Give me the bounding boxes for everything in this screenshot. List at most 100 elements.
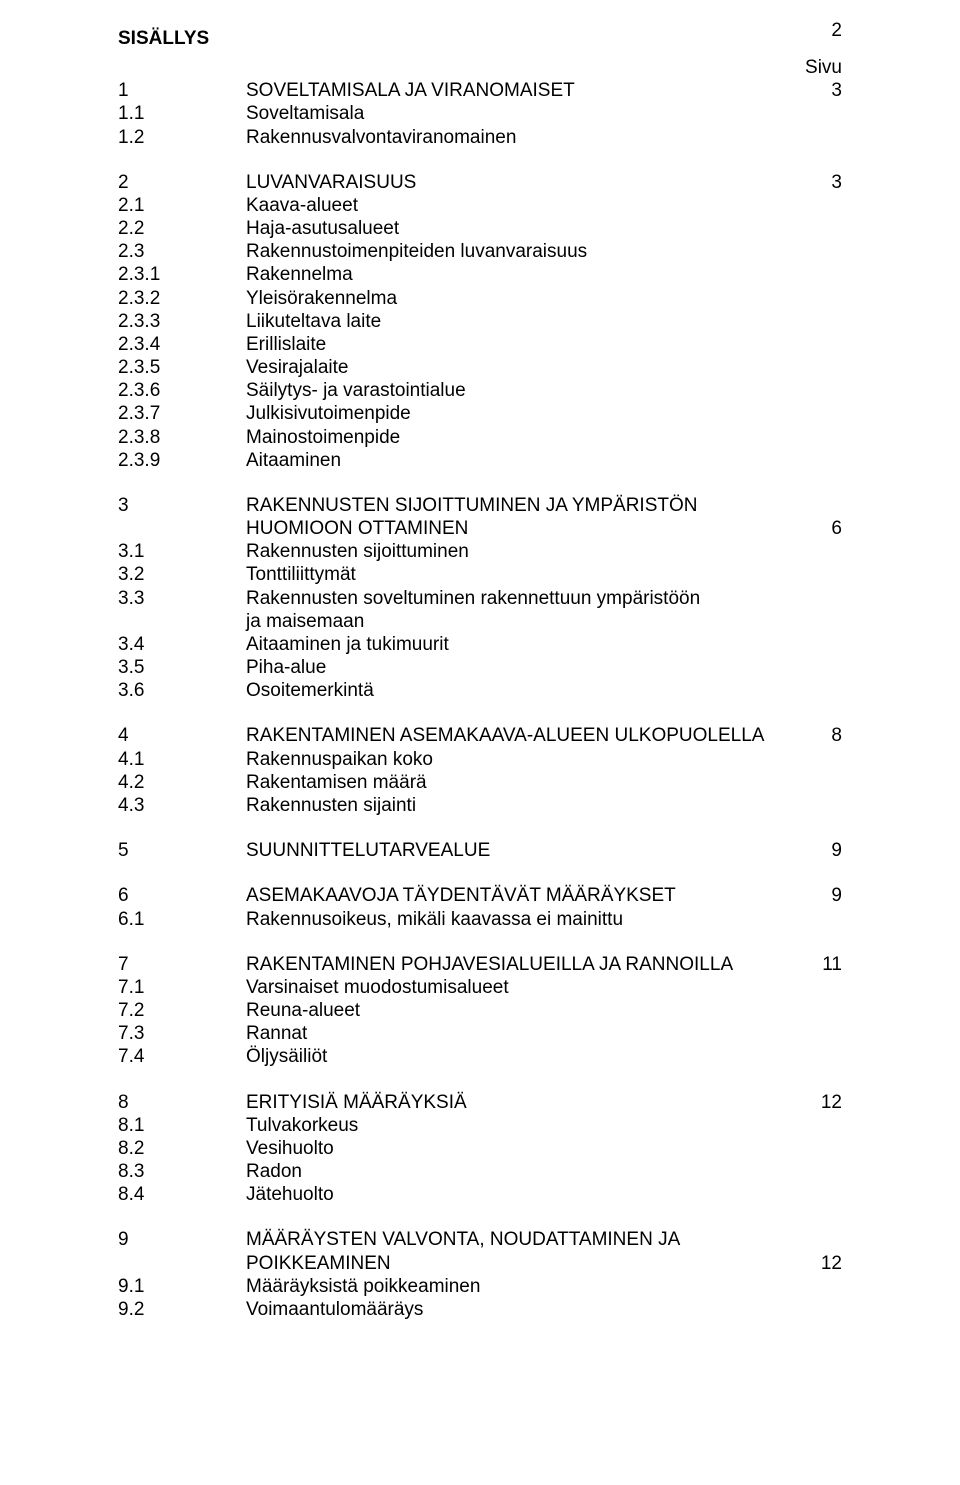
- toc-title: Rakennusten sijainti: [246, 794, 802, 817]
- toc-number: [118, 1252, 246, 1275]
- toc-title: Rakennustoimenpiteiden luvanvaraisuus: [246, 240, 802, 263]
- toc-page: [802, 263, 842, 286]
- toc-page: [802, 1022, 842, 1045]
- toc-title: Rakennusoikeus, mikäli kaavassa ei maini…: [246, 908, 802, 931]
- toc-number: 2.2: [118, 217, 246, 240]
- toc-section: 2LUVANVARAISUUS32.1Kaava-alueet2.2Haja-a…: [118, 171, 842, 472]
- toc-title: Erillislaite: [246, 333, 802, 356]
- toc-row: 2.1Kaava-alueet: [118, 194, 842, 217]
- toc-page: [802, 610, 842, 633]
- toc-number: 2.3.8: [118, 426, 246, 449]
- toc-title: SUUNNITTELUTARVEALUE: [246, 839, 802, 862]
- toc-number: 3.2: [118, 563, 246, 586]
- toc-title: Reuna-alueet: [246, 999, 802, 1022]
- toc-row: 1SOVELTAMISALA JA VIRANOMAISET3: [118, 79, 842, 102]
- toc-title: Jätehuolto: [246, 1183, 802, 1206]
- toc-row: 4RAKENTAMINEN ASEMAKAAVA-ALUEEN ULKOPUOL…: [118, 724, 842, 747]
- toc-title: Rakennusten sijoittuminen: [246, 540, 802, 563]
- toc-title: Rakentamisen määrä: [246, 771, 802, 794]
- toc-row: 3.3Rakennusten soveltuminen rakennettuun…: [118, 587, 842, 610]
- toc-row: 2.3.9Aitaaminen: [118, 449, 842, 472]
- toc-row: 6.1Rakennusoikeus, mikäli kaavassa ei ma…: [118, 908, 842, 931]
- toc-title: Radon: [246, 1160, 802, 1183]
- toc-section: 7RAKENTAMINEN POHJAVESIALUEILLA JA RANNO…: [118, 953, 842, 1069]
- toc-page: [802, 1160, 842, 1183]
- toc-number: 1: [118, 79, 246, 102]
- toc-number: 7.4: [118, 1045, 246, 1068]
- toc-page: [802, 908, 842, 931]
- toc-number: 8.4: [118, 1183, 246, 1206]
- toc-number: 2.3.2: [118, 287, 246, 310]
- toc-page: [802, 102, 842, 125]
- toc-section: 6ASEMAKAAVOJA TÄYDENTÄVÄT MÄÄRÄYKSET96.1…: [118, 884, 842, 930]
- toc-title: RAKENTAMINEN POHJAVESIALUEILLA JA RANNOI…: [246, 953, 802, 976]
- toc-page: 6: [802, 517, 842, 540]
- toc-row: 2.3.4Erillislaite: [118, 333, 842, 356]
- toc-title: RAKENNUSTEN SIJOITTUMINEN JA YMPÄRISTÖN: [246, 494, 802, 517]
- toc-section: 3RAKENNUSTEN SIJOITTUMINEN JA YMPÄRISTÖN…: [118, 494, 842, 703]
- toc-title: Kaava-alueet: [246, 194, 802, 217]
- toc-section: 8ERITYISIÄ MÄÄRÄYKSIÄ128.1Tulvakorkeus8.…: [118, 1091, 842, 1207]
- toc-title: Haja-asutusalueet: [246, 217, 802, 240]
- toc-section: 9MÄÄRÄYSTEN VALVONTA, NOUDATTAMINEN JAPO…: [118, 1228, 842, 1321]
- toc-row: 3.2Tonttiliittymät: [118, 563, 842, 586]
- toc-number: 5: [118, 839, 246, 862]
- toc-row: 7.4Öljysäiliöt: [118, 1045, 842, 1068]
- toc-page: 9: [802, 839, 842, 862]
- toc-number: 1.1: [118, 102, 246, 125]
- toc-page: [802, 999, 842, 1022]
- toc-row: 1.2Rakennusvalvontaviranomainen: [118, 126, 842, 149]
- toc-page: [802, 379, 842, 402]
- toc-title: Aitaaminen ja tukimuurit: [246, 633, 802, 656]
- toc-number: 6: [118, 884, 246, 907]
- toc-title: ERITYISIÄ MÄÄRÄYKSIÄ: [246, 1091, 802, 1114]
- toc-number: 7: [118, 953, 246, 976]
- toc-number: 9: [118, 1228, 246, 1251]
- toc-page: [802, 1275, 842, 1298]
- page: 2 SISÄLLYS Sivu 1SOVELTAMISALA JA VIRANO…: [0, 0, 960, 1485]
- toc-number: 2.3.1: [118, 263, 246, 286]
- toc-page: [802, 540, 842, 563]
- page-number: 2: [831, 20, 842, 42]
- toc-page: 3: [802, 79, 842, 102]
- toc-number: [118, 610, 246, 633]
- toc-page: [802, 333, 842, 356]
- toc-page: [802, 310, 842, 333]
- toc-row: 2LUVANVARAISUUS3: [118, 171, 842, 194]
- toc-row: 1.1Soveltamisala: [118, 102, 842, 125]
- toc-number: 3.4: [118, 633, 246, 656]
- toc-number: 7.3: [118, 1022, 246, 1045]
- toc-row: 2.3.3Liikuteltava laite: [118, 310, 842, 333]
- toc-number: 2.3.5: [118, 356, 246, 379]
- toc-title: POIKKEAMINEN: [246, 1252, 802, 1275]
- toc-page: [802, 126, 842, 149]
- toc-page: [802, 287, 842, 310]
- toc-row: 2.2Haja-asutusalueet: [118, 217, 842, 240]
- toc-number: 8.3: [118, 1160, 246, 1183]
- toc-number: 2.3.4: [118, 333, 246, 356]
- toc-row: 7.2Reuna-alueet: [118, 999, 842, 1022]
- toc-title: Määräyksistä poikkeaminen: [246, 1275, 802, 1298]
- toc-page: [802, 976, 842, 999]
- toc-row: 2.3.2Yleisörakennelma: [118, 287, 842, 310]
- toc-number: 2.3: [118, 240, 246, 263]
- toc-row: 9.2Voimaantulomääräys: [118, 1298, 842, 1321]
- toc-number: 8: [118, 1091, 246, 1114]
- toc-number: 6.1: [118, 908, 246, 931]
- toc-title: LUVANVARAISUUS: [246, 171, 802, 194]
- toc-row: 9MÄÄRÄYSTEN VALVONTA, NOUDATTAMINEN JA: [118, 1228, 842, 1251]
- toc-title: ASEMAKAAVOJA TÄYDENTÄVÄT MÄÄRÄYKSET: [246, 884, 802, 907]
- toc-row: 2.3.8Mainostoimenpide: [118, 426, 842, 449]
- toc-row: 3.6Osoitemerkintä: [118, 679, 842, 702]
- toc-title: Aitaaminen: [246, 449, 802, 472]
- toc-title: Tulvakorkeus: [246, 1114, 802, 1137]
- toc-title: Soveltamisala: [246, 102, 802, 125]
- toc-number: 4: [118, 724, 246, 747]
- toc-row: 2.3Rakennustoimenpiteiden luvanvaraisuus: [118, 240, 842, 263]
- toc-number: 3.3: [118, 587, 246, 610]
- toc-page: 12: [802, 1091, 842, 1114]
- toc-page: 12: [802, 1252, 842, 1275]
- toc-number: 8.1: [118, 1114, 246, 1137]
- toc-title: HUOMIOON OTTAMINEN: [246, 517, 802, 540]
- sivu-row: Sivu: [118, 56, 842, 79]
